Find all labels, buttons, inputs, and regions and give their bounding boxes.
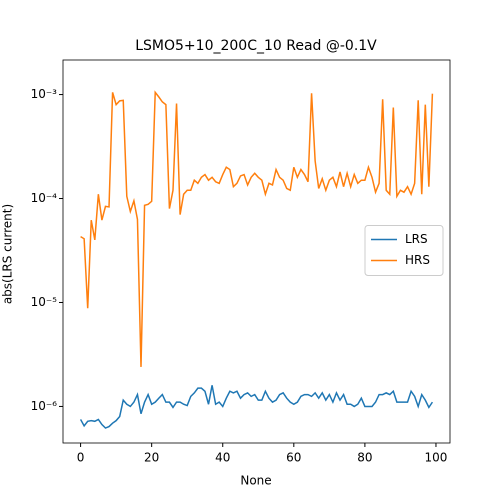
legend-label: LRS <box>405 232 428 246</box>
x-axis-label: None <box>240 474 271 488</box>
y-tick-label: 10⁻⁴ <box>31 191 58 205</box>
plot-frame <box>62 59 451 444</box>
x-tick-label: 60 <box>286 451 301 465</box>
x-tick-label: 0 <box>77 451 85 465</box>
y-tick-label: 10⁻³ <box>31 87 58 101</box>
legend-label: HRS <box>405 253 430 267</box>
chart-title: LSMO5+10_200C_10 Read @-0.1V <box>135 38 377 54</box>
legend-box <box>364 225 444 276</box>
y-axis-label: abs(LRS current) <box>1 204 15 304</box>
x-tick-label: 20 <box>144 451 159 465</box>
y-tick-label: 10⁻⁶ <box>31 399 58 413</box>
x-tick-label: 80 <box>357 451 372 465</box>
x-tick-label: 100 <box>425 451 448 465</box>
data-line <box>79 385 434 429</box>
data-line <box>80 90 434 367</box>
y-tick-label: 10⁻⁵ <box>31 295 58 309</box>
x-tick-label: 40 <box>215 451 230 465</box>
